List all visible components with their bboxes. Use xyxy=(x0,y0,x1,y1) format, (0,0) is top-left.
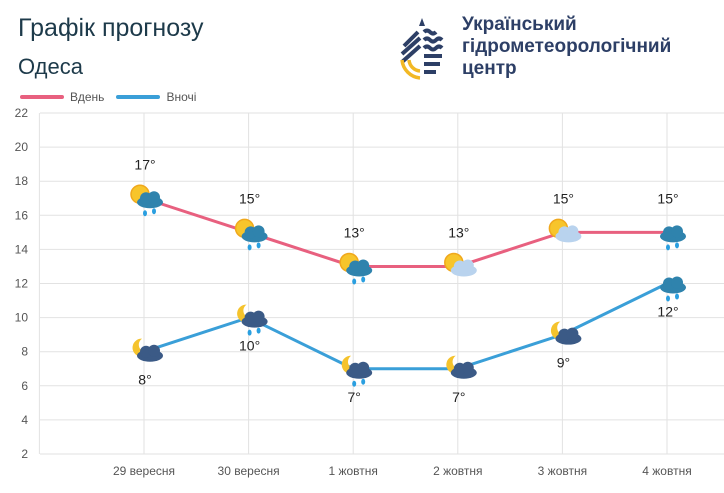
sun-cloud-icon xyxy=(444,252,477,277)
data-label: 7° xyxy=(452,389,465,405)
data-label: 15° xyxy=(657,190,678,206)
data-label: 7° xyxy=(348,389,361,405)
data-label: 12° xyxy=(657,304,678,320)
data-label: 13° xyxy=(448,224,469,240)
x-tick-label: 4 жовтня xyxy=(642,464,691,478)
city-name: Одеса xyxy=(18,54,83,79)
y-tick-label: 22 xyxy=(15,106,29,120)
moon-cloud-icon xyxy=(132,338,163,362)
y-tick-label: 2 xyxy=(21,447,28,461)
page-title: Графік прогнозу xyxy=(18,14,204,42)
y-tick-label: 14 xyxy=(15,242,29,256)
data-label: 17° xyxy=(134,156,155,172)
y-tick-label: 18 xyxy=(15,174,29,188)
sun-cloud-rain-icon xyxy=(234,218,268,251)
sun-cloud-rain-icon xyxy=(339,252,373,285)
legend-swatch-day xyxy=(20,95,64,99)
org-name-line: центр xyxy=(462,58,517,79)
legend-label-night[interactable]: Вночі xyxy=(166,90,197,104)
x-tick-label: 2 жовтня xyxy=(433,464,482,478)
legend-label-day[interactable]: Вдень xyxy=(70,90,105,104)
y-tick-label: 20 xyxy=(15,140,29,154)
sun-cloud-icon xyxy=(548,218,582,243)
x-tick-label: 29 вересня xyxy=(113,464,175,478)
legend-swatch-night xyxy=(116,95,161,99)
cloud-rain-icon xyxy=(660,225,686,251)
y-tick-label: 6 xyxy=(21,379,28,393)
series-line-day xyxy=(143,196,667,268)
moon-cloud-icon xyxy=(550,321,582,345)
moon-cloud-icon xyxy=(446,355,477,379)
moon-cloud-rain-icon xyxy=(341,355,373,387)
y-tick-label: 8 xyxy=(21,345,28,359)
x-tick-label: 3 жовтня xyxy=(538,464,587,478)
y-tick-label: 16 xyxy=(15,208,29,222)
sun-cloud-rain-icon xyxy=(130,184,163,217)
cloud-rain-icon xyxy=(660,276,686,302)
y-tick-label: 4 xyxy=(21,413,28,427)
org-name: Український гідрометеорологічний центр xyxy=(462,14,671,80)
y-tick-label: 12 xyxy=(15,277,29,291)
x-tick-label: 1 жовтня xyxy=(328,464,377,478)
series-line-night xyxy=(143,282,668,371)
org-name-line: Український xyxy=(462,14,577,35)
data-label: 15° xyxy=(239,190,260,206)
data-label: 8° xyxy=(138,372,151,388)
moon-cloud-rain-icon xyxy=(237,304,268,336)
data-label: 15° xyxy=(553,190,574,206)
org-name-line: гідрометеорологічний xyxy=(462,36,672,57)
data-label: 10° xyxy=(239,338,260,354)
x-tick-label: 30 вересня xyxy=(218,464,280,478)
data-label: 13° xyxy=(344,224,365,240)
ukrhydromet-logo xyxy=(400,18,444,80)
legend: Вдень Вночі xyxy=(20,90,196,104)
y-tick-label: 10 xyxy=(15,311,29,325)
data-label: 9° xyxy=(557,355,570,371)
